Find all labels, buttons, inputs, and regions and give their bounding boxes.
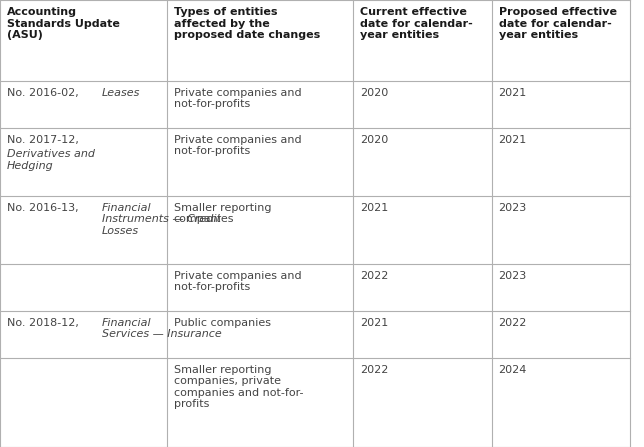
Text: 2023: 2023 xyxy=(498,203,527,213)
Text: Private companies and
not-for-profits: Private companies and not-for-profits xyxy=(174,135,301,156)
Text: Financial
Instruments — Credit
Losses: Financial Instruments — Credit Losses xyxy=(102,203,220,236)
Text: 2021: 2021 xyxy=(498,88,527,98)
Text: Leases: Leases xyxy=(102,88,140,98)
Text: No. 2017-12,: No. 2017-12, xyxy=(7,135,79,145)
Text: 2023: 2023 xyxy=(498,271,527,281)
Text: Accounting
Standards Update
(ASU): Accounting Standards Update (ASU) xyxy=(7,7,120,40)
Text: No. 2018-12,: No. 2018-12, xyxy=(7,318,82,328)
Text: 2024: 2024 xyxy=(498,365,527,375)
Text: No. 2016-02,: No. 2016-02, xyxy=(7,88,82,98)
Text: Proposed effective
date for calendar-
year entities: Proposed effective date for calendar- ye… xyxy=(498,7,616,40)
Text: Private companies and
not-for-profits: Private companies and not-for-profits xyxy=(174,271,301,292)
Text: Public companies: Public companies xyxy=(174,318,271,328)
Text: No. 2016-13,: No. 2016-13, xyxy=(7,203,82,213)
Text: 2021: 2021 xyxy=(360,318,388,328)
Text: 2020: 2020 xyxy=(360,88,388,98)
Text: Smaller reporting
companies, private
companies and not-for-
profits: Smaller reporting companies, private com… xyxy=(174,365,303,409)
Text: Current effective
date for calendar-
year entities: Current effective date for calendar- yea… xyxy=(360,7,473,40)
Text: Private companies and
not-for-profits: Private companies and not-for-profits xyxy=(174,88,301,110)
Text: Smaller reporting
companies: Smaller reporting companies xyxy=(174,203,271,224)
Text: 2022: 2022 xyxy=(360,365,388,375)
Text: 2020: 2020 xyxy=(360,135,388,145)
Text: 2022: 2022 xyxy=(360,271,388,281)
Text: Derivatives and
Hedging: Derivatives and Hedging xyxy=(7,149,95,171)
Text: 2022: 2022 xyxy=(498,318,527,328)
Text: 2021: 2021 xyxy=(360,203,388,213)
Text: 2021: 2021 xyxy=(498,135,527,145)
Text: Types of entities
affected by the
proposed date changes: Types of entities affected by the propos… xyxy=(174,7,320,40)
Text: Financial
Services — Insurance: Financial Services — Insurance xyxy=(102,318,222,339)
